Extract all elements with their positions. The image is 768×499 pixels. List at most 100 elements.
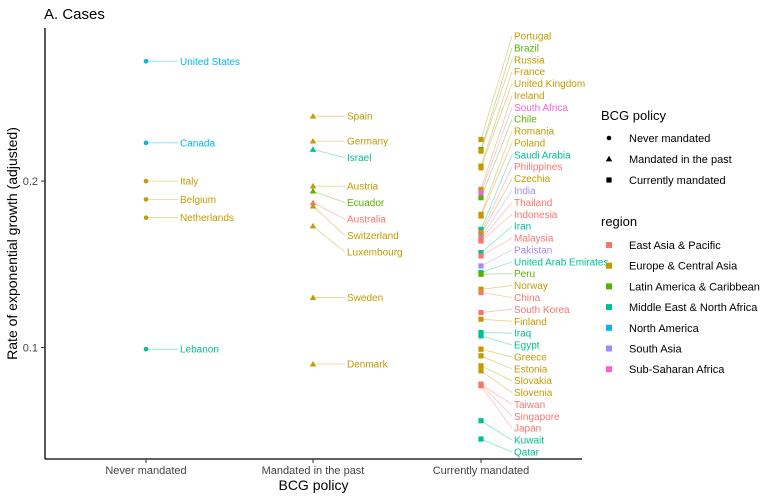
label-belgium: Belgium <box>180 195 216 206</box>
label-australia: Australia <box>347 215 386 226</box>
label-romania: Romania <box>514 127 554 138</box>
y-tick-label: 0.2 <box>23 176 38 188</box>
point-canada <box>143 140 149 146</box>
leader-line <box>480 130 513 215</box>
label-philippines: Philippines <box>514 162 562 173</box>
label-slovenia: Slovenia <box>514 388 553 399</box>
point-czechia <box>478 231 484 237</box>
label-iraq: Iraq <box>514 329 531 340</box>
point-ecuador <box>309 187 317 194</box>
point-indonesia <box>478 238 484 244</box>
point-ireland <box>478 186 484 193</box>
label-slovakia: Slovakia <box>514 376 552 387</box>
legend-swatch-middle-east-north-africa <box>606 304 612 311</box>
label-saudi-arabia: Saudi Arabia <box>514 150 571 161</box>
point-iran <box>478 250 484 256</box>
leader-line <box>312 205 346 236</box>
legend-swatch-north-america <box>606 324 612 331</box>
leader-line <box>312 190 346 203</box>
label-india: India <box>514 186 536 197</box>
label-czechia: Czechia <box>514 174 551 185</box>
leader-line <box>480 355 513 370</box>
point-netherlands <box>143 215 149 221</box>
label-taiwan: Taiwan <box>514 400 545 411</box>
label-south-africa: South Africa <box>514 103 568 114</box>
point-united-states <box>143 58 149 64</box>
leader-line <box>480 190 513 238</box>
y-ticks: 0.1 0.2 <box>23 176 45 355</box>
chart-title: A. Cases <box>44 6 105 23</box>
label-spain: Spain <box>347 112 373 123</box>
leader-line <box>480 292 513 298</box>
point-poland <box>478 213 484 219</box>
label-norway: Norway <box>514 281 548 292</box>
point-switzerland <box>309 202 317 209</box>
label-greece: Greece <box>514 352 547 363</box>
legend-marker-square <box>606 177 612 183</box>
point-australia <box>309 199 317 206</box>
point-finland <box>478 316 484 322</box>
legend-swatch-latin-america-caribbean <box>606 283 612 290</box>
legend-swatch-south-asia <box>606 345 612 352</box>
data-points <box>143 58 484 442</box>
x-axis-label: BCG policy <box>278 477 348 493</box>
legend-bcg-policy: BCG policy Never mandated Mandated in the… <box>601 108 732 187</box>
label-portugal: Portugal <box>514 32 551 43</box>
label-indonesia: Indonesia <box>514 210 558 221</box>
legend-region-label: Latin America & Caribbean <box>629 281 760 293</box>
label-united-kingdom: United Kingdom <box>514 79 585 90</box>
point-austria <box>309 182 317 189</box>
leader-line <box>480 438 513 453</box>
leader-line <box>480 385 513 429</box>
point-china <box>478 289 484 296</box>
leader-line <box>480 383 513 405</box>
label-japan: Japan <box>514 424 541 435</box>
leader-line <box>480 420 513 441</box>
legend-policy-title: BCG policy <box>601 108 667 123</box>
label-thailand: Thailand <box>514 198 552 209</box>
label-china: China <box>514 293 541 304</box>
point-lebanon <box>143 346 149 352</box>
label-switzerland: Switzerland <box>347 231 399 242</box>
leader-line <box>480 166 513 233</box>
leader-line <box>480 107 513 193</box>
label-poland: Poland <box>514 138 545 149</box>
label-estonia: Estonia <box>514 364 548 375</box>
leader-line <box>480 83 513 168</box>
point-russia <box>478 148 484 154</box>
legend-swatch-europe-central-asia <box>606 262 612 269</box>
legend-region-title: region <box>601 214 637 229</box>
point-luxembourg <box>309 222 317 229</box>
leader-line <box>480 273 513 275</box>
point-greece <box>478 346 484 352</box>
leader-line <box>480 249 513 267</box>
point-portugal <box>478 136 484 143</box>
label-germany: Germany <box>347 137 388 148</box>
label-united-arab-emirates: United Arab Emirates <box>514 257 609 268</box>
legend-policy-label: Mandated in the past <box>629 154 732 166</box>
label-south-korea: South Korea <box>514 305 570 316</box>
point-peru <box>478 271 484 277</box>
leader-line <box>480 95 513 190</box>
y-tick-label: 0.1 <box>23 343 38 355</box>
legend-region-label: East Asia & Pacific <box>629 240 721 252</box>
legend-region: region East Asia & Pacific Europe & Centr… <box>601 214 760 376</box>
point-spain <box>309 112 317 119</box>
point-south-africa <box>478 190 484 196</box>
leader-line <box>480 335 513 346</box>
legend-swatch-sub-saharan-africa <box>606 366 612 373</box>
legend-marker-triangle <box>605 155 613 162</box>
point-south-korea <box>478 309 484 316</box>
x-ticks: Never mandated Mandated in the past Curren… <box>105 459 529 477</box>
x-tick-label: Currently mandated <box>433 465 530 477</box>
label-pakistan: Pakistan <box>514 245 552 256</box>
legend-region-label: North America <box>629 323 700 335</box>
leader-line <box>312 225 346 253</box>
point-saudi-arabia <box>478 226 484 232</box>
leader-line <box>480 59 513 152</box>
label-canada: Canada <box>180 138 215 149</box>
label-finland: Finland <box>514 317 547 328</box>
legend-region-label: South Asia <box>629 344 682 356</box>
point-slovenia <box>478 368 484 374</box>
